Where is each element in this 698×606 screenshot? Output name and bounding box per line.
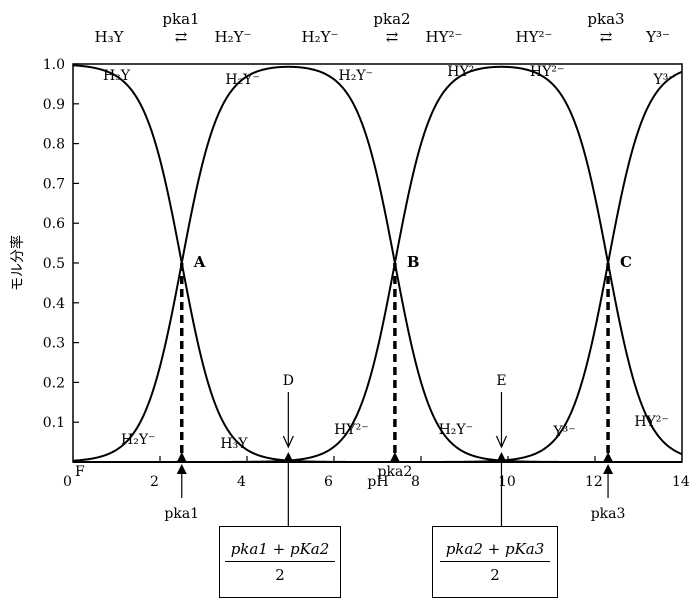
y-axis-title: モル分率	[9, 235, 26, 291]
equilibrium-right: Y³⁻	[645, 28, 670, 46]
y-tick-label: 0.1	[43, 415, 65, 431]
series-curve-0	[72, 64, 682, 463]
y-tick-label: 0.4	[43, 296, 65, 312]
x-tick-label: 4	[237, 474, 246, 490]
equilibrium-right: HY²⁻	[426, 28, 463, 46]
pka-dashed-lines: A B C	[176, 253, 632, 462]
arrow-point-label: E	[496, 373, 506, 389]
y-tick-label: 0.2	[43, 375, 65, 391]
series-curve-3	[73, 70, 683, 463]
y-tick-label: 0.5	[43, 256, 65, 272]
x-tick-label: 12	[585, 474, 603, 490]
x-tick-label: 0	[63, 474, 72, 490]
point-label: A	[193, 253, 206, 271]
formula-denominator-1: 2	[275, 566, 285, 584]
pka-axis-label: pka3	[591, 506, 626, 522]
x-tick-label: 14	[672, 474, 690, 490]
curve-label-bottom: HY²⁻	[334, 422, 368, 438]
curves	[72, 64, 683, 463]
curve-labels: H₃Y H₂Y⁻ H₂Y⁻ HY²⁻ HY²⁻ Y³⁻ H₂Y⁻ H₃Y HY²⁻ H₂Y⁻ Y³⁻…	[103, 64, 676, 452]
point-label: C	[620, 253, 632, 271]
arrow-head	[282, 435, 294, 449]
curve-label-bottom: H₂Y⁻	[121, 432, 155, 448]
plot-frame	[72, 63, 683, 463]
axis-labels: 0 2 4 6 8 10 12 14 0.1 0.2 0.3 0.4 0.5 0.6 0.7 0.8 0.9 1.…	[9, 57, 690, 490]
x-axis-title: pH	[367, 474, 388, 490]
formula-denominator-2: 2	[490, 566, 500, 584]
equilibrium-arrow: ⇄	[175, 28, 188, 46]
axis-marker	[389, 452, 400, 462]
curve-label-top: Y³⁻	[652, 72, 675, 88]
y-tick-label: 0.9	[43, 97, 65, 113]
formula-box-2: pka2 + pKa3 2	[432, 526, 558, 598]
equilibrium-left: HY²⁻	[516, 28, 553, 46]
pka-pointer-tip	[176, 464, 187, 474]
curve-label-top: H₂Y⁻	[225, 72, 259, 88]
curve-label-top: HY²⁻	[530, 64, 564, 80]
curve-label-top: HY²⁻	[447, 64, 481, 80]
point-label: B	[407, 253, 420, 271]
x-tick-label: 8	[411, 474, 420, 490]
axis-marker	[496, 452, 507, 462]
curve-label-bottom: H₃Y	[220, 436, 248, 452]
series-curve-1	[72, 65, 682, 463]
formula-numerator-2: pka2 + pKa3	[439, 540, 551, 562]
axis-marker	[176, 452, 187, 462]
formula-numerator-1: pka1 + pKa2	[224, 540, 336, 562]
y-tick-label: 1.0	[43, 57, 65, 73]
equilibrium-left: H₂Y⁻	[302, 28, 339, 46]
equilibrium-pka: pka2	[373, 10, 410, 28]
curve-label-top: H₂Y⁻	[339, 68, 373, 84]
curve-label-top: H₃Y	[103, 68, 131, 84]
y-tick-label: 0.8	[43, 137, 65, 153]
equilibrium-pka: pka3	[587, 10, 624, 28]
pka-pointer-tip	[603, 464, 614, 474]
y-tick-label: 0.3	[43, 336, 65, 352]
y-tick-label: 0.6	[43, 216, 65, 232]
curve-label-bottom: H₂Y⁻	[439, 422, 473, 438]
pka-axis-label: pka2	[378, 464, 413, 480]
x-tick-label: 6	[324, 474, 333, 490]
formula-box-1: pka1 + pKa2 2	[219, 526, 341, 598]
arrow-point-label: D	[283, 373, 294, 389]
axis-ticks	[73, 63, 596, 462]
axis-marker	[603, 452, 614, 462]
axis-marker	[283, 452, 294, 462]
pka-axis-label: pka1	[164, 506, 199, 522]
equilibrium-pka: pka1	[162, 10, 199, 28]
arrow-head	[495, 435, 508, 449]
annotation-arrows: pka1 pka2 pka3 D E	[164, 373, 625, 526]
equilibrium-left: H₃Y	[95, 28, 125, 46]
x-tick-label: 2	[150, 474, 159, 490]
series-curve-2	[73, 65, 683, 463]
x-tick-label: 10	[498, 474, 516, 490]
curve-label-bottom: Y³⁻	[552, 424, 575, 440]
equilibrium-arrow: ⇄	[600, 28, 613, 46]
curve-label-bottom: HY²⁻	[634, 414, 668, 430]
y-tick-label: 0.7	[43, 176, 65, 192]
origin-label: F	[75, 464, 85, 480]
equilibrium-right: H₂Y⁻	[215, 28, 252, 46]
equilibrium-arrow: ⇄	[386, 28, 399, 46]
